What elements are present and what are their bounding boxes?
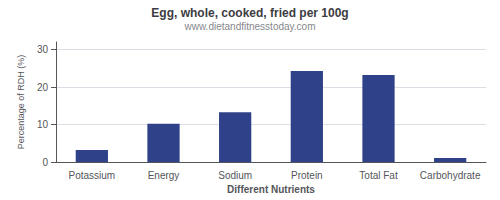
svg-text:Carbohydrate: Carbohydrate xyxy=(420,170,481,181)
svg-text:Egg, whole, cooked, fried per: Egg, whole, cooked, fried per 100g xyxy=(151,6,348,20)
svg-text:Potassium: Potassium xyxy=(68,170,115,181)
svg-text:Sodium: Sodium xyxy=(218,170,252,181)
svg-text:0: 0 xyxy=(42,157,48,168)
svg-text:10: 10 xyxy=(37,119,49,130)
svg-text:20: 20 xyxy=(37,82,49,93)
svg-text:30: 30 xyxy=(37,44,49,55)
svg-text:Percentage of RDH (%): Percentage of RDH (%) xyxy=(16,55,26,150)
svg-text:www.dietandfitnesstoday.com: www.dietandfitnesstoday.com xyxy=(184,21,316,32)
svg-text:Protein: Protein xyxy=(291,170,323,181)
svg-text:Energy: Energy xyxy=(148,170,180,181)
svg-text:Different Nutrients: Different Nutrients xyxy=(227,184,315,195)
svg-text:Total Fat: Total Fat xyxy=(359,170,398,181)
